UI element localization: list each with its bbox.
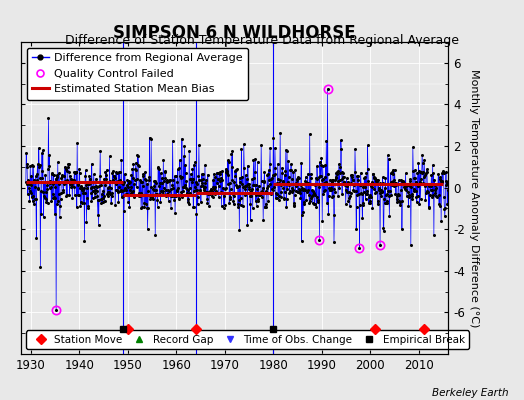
Y-axis label: Monthly Temperature Anomaly Difference (°C): Monthly Temperature Anomaly Difference (…: [468, 69, 478, 327]
Text: Berkeley Earth: Berkeley Earth: [432, 388, 508, 398]
Title: SIMPSON 6 N WILDHORSE: SIMPSON 6 N WILDHORSE: [113, 24, 356, 42]
Legend: Station Move, Record Gap, Time of Obs. Change, Empirical Break: Station Move, Record Gap, Time of Obs. C…: [26, 330, 469, 349]
Text: Difference of Station Temperature Data from Regional Average: Difference of Station Temperature Data f…: [65, 34, 459, 47]
